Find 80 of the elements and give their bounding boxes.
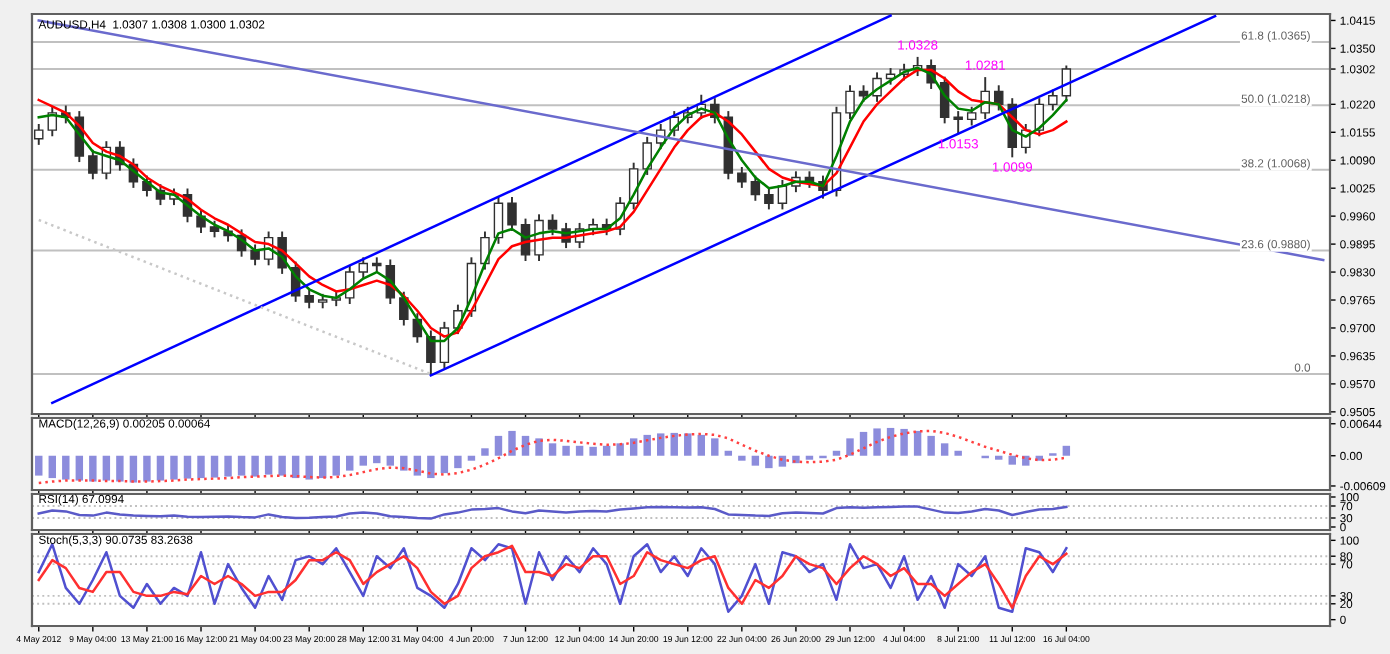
bar bbox=[35, 455, 43, 476]
candlestick bbox=[480, 231, 490, 270]
bar bbox=[657, 433, 665, 456]
bar bbox=[264, 455, 273, 475]
bar bbox=[859, 431, 868, 456]
candlestick bbox=[1048, 89, 1058, 111]
bar bbox=[900, 428, 908, 456]
bar bbox=[738, 455, 746, 461]
bar bbox=[251, 455, 259, 477]
bar bbox=[765, 455, 773, 469]
candlestick bbox=[507, 197, 517, 231]
bar bbox=[575, 445, 584, 456]
bar bbox=[413, 455, 422, 476]
bar bbox=[359, 455, 367, 466]
bar bbox=[62, 455, 70, 480]
bar bbox=[616, 443, 624, 456]
bar bbox=[589, 446, 597, 456]
bar bbox=[832, 450, 841, 456]
candlestick bbox=[845, 85, 855, 120]
bar bbox=[48, 455, 56, 479]
candlestick bbox=[737, 167, 747, 188]
bar bbox=[481, 448, 489, 456]
bar bbox=[224, 455, 232, 477]
bar bbox=[548, 443, 557, 456]
candlestick bbox=[250, 244, 260, 266]
bar bbox=[711, 438, 719, 456]
candlestick bbox=[372, 257, 382, 272]
candlestick bbox=[750, 175, 761, 201]
candlestick bbox=[764, 188, 774, 210]
bar bbox=[156, 455, 165, 481]
bar bbox=[521, 435, 530, 456]
bar bbox=[129, 455, 138, 483]
bar bbox=[332, 455, 340, 476]
bar bbox=[927, 435, 935, 456]
bar bbox=[467, 455, 476, 461]
bar bbox=[75, 455, 84, 481]
bar bbox=[386, 455, 395, 466]
bar bbox=[494, 435, 503, 456]
candlestick bbox=[953, 111, 963, 135]
bar bbox=[886, 427, 895, 456]
bar bbox=[913, 430, 922, 456]
bar bbox=[724, 450, 733, 456]
bar bbox=[508, 430, 516, 456]
bar bbox=[197, 455, 205, 479]
bar bbox=[1008, 455, 1016, 465]
bar bbox=[751, 455, 760, 466]
bar bbox=[116, 455, 124, 482]
bar bbox=[684, 433, 692, 456]
candlestick bbox=[642, 136, 652, 175]
bar bbox=[278, 455, 286, 476]
bar bbox=[170, 455, 178, 480]
bar bbox=[643, 434, 651, 456]
bar bbox=[562, 445, 570, 456]
bar bbox=[1062, 445, 1071, 456]
bar bbox=[210, 455, 219, 478]
bar bbox=[873, 428, 881, 456]
bar bbox=[940, 443, 949, 456]
bar bbox=[400, 455, 408, 471]
bar bbox=[89, 455, 97, 482]
bar bbox=[629, 438, 638, 456]
bar bbox=[346, 455, 354, 471]
bar bbox=[305, 455, 313, 480]
bar bbox=[143, 455, 151, 482]
candlestick bbox=[358, 257, 369, 279]
bar bbox=[454, 455, 462, 469]
bar bbox=[602, 445, 611, 456]
bar bbox=[102, 455, 111, 481]
bar bbox=[697, 434, 705, 456]
bar bbox=[440, 455, 449, 474]
candlestick bbox=[88, 149, 98, 180]
bar bbox=[846, 438, 854, 456]
bar bbox=[427, 455, 435, 479]
bar bbox=[237, 455, 246, 476]
candlestick bbox=[426, 330, 436, 375]
bar bbox=[535, 438, 543, 456]
line-series bbox=[37, 429, 1068, 485]
candlestick bbox=[547, 214, 558, 236]
bar bbox=[183, 455, 192, 479]
bar bbox=[954, 450, 962, 456]
bar bbox=[670, 432, 678, 456]
